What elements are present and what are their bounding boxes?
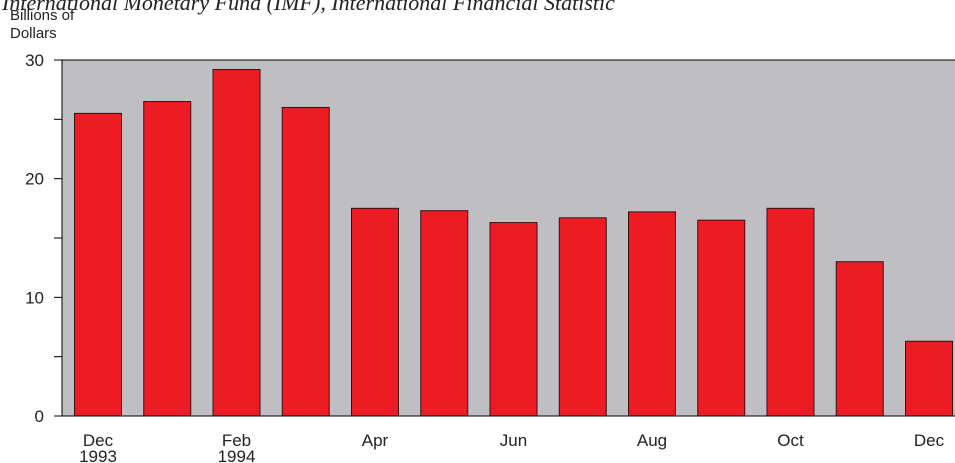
bar (351, 207, 399, 417)
bar (74, 112, 122, 417)
y-axis-label: Billions of (10, 7, 75, 24)
x-tick-label: Apr (362, 431, 389, 450)
source-note: International Monetary Fund (IMF), Inter… (1, 0, 615, 15)
bar (212, 68, 261, 417)
bar (489, 222, 538, 417)
bar (905, 340, 953, 417)
y-tick-label: 0 (35, 407, 44, 426)
bar (628, 211, 676, 417)
x-tick-label: Feb 1994 (218, 431, 256, 463)
x-tick-label: Aug (637, 431, 667, 450)
bar (835, 261, 884, 417)
x-tick-label: Oct (777, 431, 804, 450)
bar (281, 106, 330, 417)
bar (766, 207, 815, 417)
bar (558, 217, 607, 417)
bar (697, 219, 746, 417)
y-axis-label: Dollars (10, 25, 57, 42)
y-tick-label: 20 (25, 170, 44, 189)
x-tick-label: Dec (914, 431, 945, 450)
y-tick-label: 10 (25, 288, 44, 307)
x-tick-label: Jun (500, 431, 527, 450)
y-tick-label: 30 (25, 51, 44, 70)
bar (143, 101, 192, 417)
x-tick-label: Dec 1993 (79, 431, 117, 463)
bar (420, 210, 469, 417)
